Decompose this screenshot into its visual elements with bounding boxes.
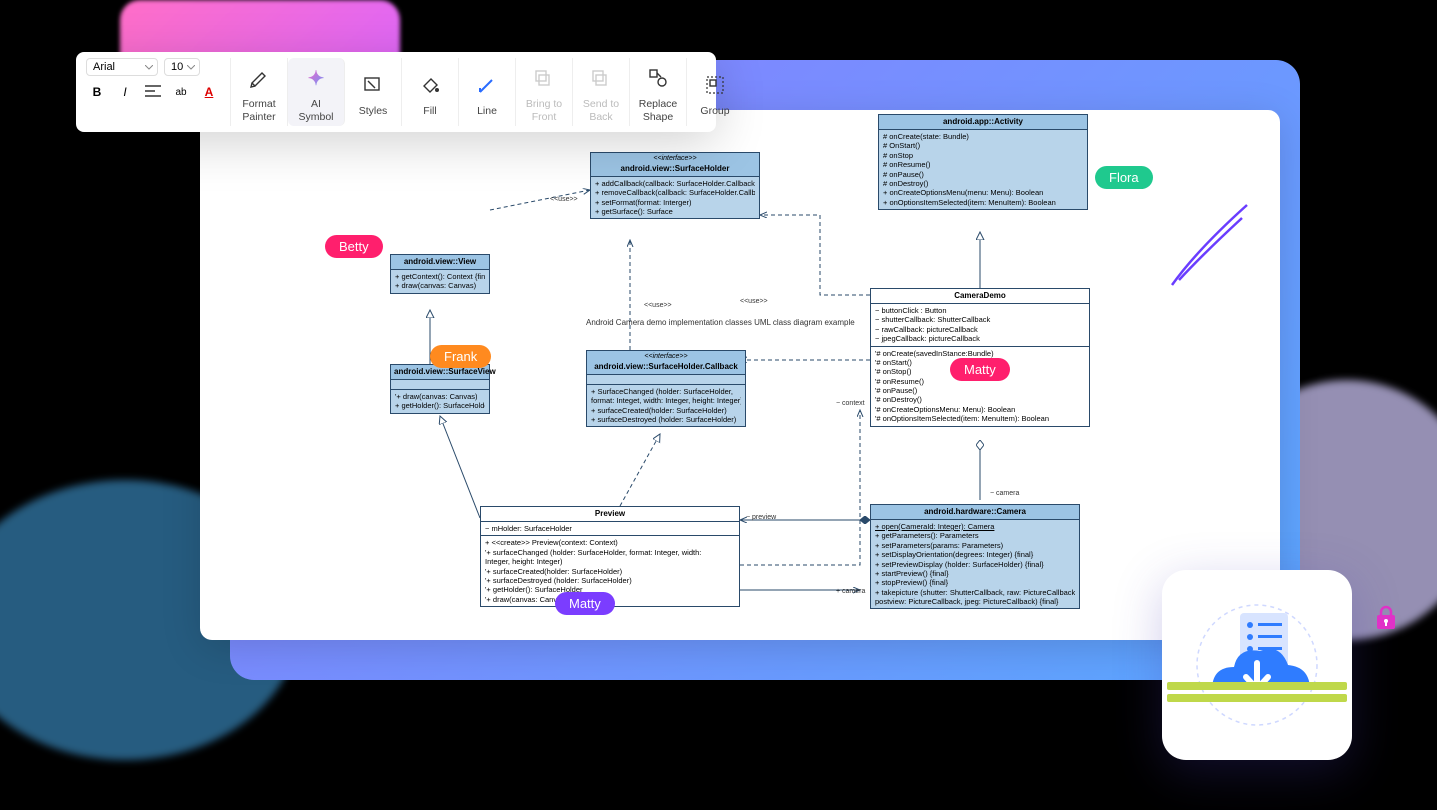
green-lines-decoration	[1167, 682, 1347, 702]
font-size-select[interactable]: 10	[164, 58, 200, 76]
strikethrough-button[interactable]: ab	[170, 82, 192, 102]
title: android.hardware::Camera	[874, 507, 1076, 517]
uml-preview[interactable]: Preview − mHolder: SurfaceHolder + <<cre…	[480, 506, 740, 607]
replace-icon	[647, 67, 669, 89]
title: android.view::SurfaceHolder.Callback	[590, 362, 742, 372]
bring-to-front-button[interactable]: Bring to Front	[516, 58, 573, 126]
sparkle-icon: ✦	[308, 66, 325, 91]
bold-button[interactable]: B	[86, 82, 108, 102]
format-painter-button[interactable]: Format Painter	[231, 58, 288, 126]
replace-shape-button[interactable]: Replace Shape	[630, 58, 687, 126]
uml-view[interactable]: android.view::View + getContext(): Conte…	[390, 254, 490, 294]
uml-activity[interactable]: android.app::Activity # onCreate(state: …	[878, 114, 1088, 210]
title: Preview	[484, 509, 736, 519]
uml-callback[interactable]: <<interface>> android.view::SurfaceHolde…	[586, 350, 746, 427]
uml-surfaceholder[interactable]: <<interface>> android.view::SurfaceHolde…	[590, 152, 760, 219]
styles-button[interactable]: Styles	[345, 58, 402, 126]
toolbar: Arial 10 B I ab A Format Painter ✦ AI Sy…	[76, 52, 716, 132]
font-color-button[interactable]: A	[198, 82, 220, 102]
swoosh-decoration	[1167, 200, 1257, 290]
bucket-icon	[419, 74, 441, 96]
preview-label: − preview	[746, 514, 776, 521]
styles-icon	[362, 74, 384, 96]
title: CameraDemo	[874, 291, 1086, 301]
lock-icon	[1375, 605, 1397, 631]
download-illustration	[1182, 595, 1332, 735]
context-label: − context	[836, 400, 865, 407]
diagram-caption: Android Camera demo implementation class…	[586, 318, 855, 327]
line-button[interactable]: Line	[459, 58, 516, 126]
align-icon	[142, 81, 164, 103]
camera-label: − camera	[990, 490, 1019, 497]
align-button[interactable]	[142, 82, 164, 102]
italic-button[interactable]: I	[114, 82, 136, 102]
cursor-matty-2: Matty	[555, 592, 615, 615]
cursor-betty: Betty	[325, 235, 383, 258]
use-label-2: <<use>>	[644, 302, 672, 309]
font-family-select[interactable]: Arial	[86, 58, 158, 76]
ai-symbol-button[interactable]: ✦ AI Symbol	[288, 58, 345, 126]
cursor-matty-1: Matty	[950, 358, 1010, 381]
font-group: Arial 10 B I ab A	[86, 58, 231, 126]
pen-icon	[476, 74, 498, 96]
title: android.view::SurfaceHolder	[594, 164, 756, 174]
title: android.view::View	[394, 257, 486, 267]
title: android.view::SurfaceView	[394, 367, 486, 377]
brush-icon	[248, 67, 270, 89]
group-icon	[704, 74, 726, 96]
use-label-3: <<use>>	[740, 298, 768, 305]
uml-camera[interactable]: android.hardware::Camera + open(CameraId…	[870, 504, 1080, 609]
uml-surfaceview[interactable]: android.view::SurfaceView '+ draw(canvas…	[390, 364, 490, 414]
send-to-back-button[interactable]: Send to Back	[573, 58, 630, 126]
title: android.app::Activity	[882, 117, 1084, 127]
send-back-icon	[590, 67, 612, 89]
diagram-canvas[interactable]: <<interface>> android.view::SurfaceHolde…	[200, 110, 1280, 640]
use-label-1: <<use>>	[550, 196, 578, 203]
fill-button[interactable]: Fill	[402, 58, 459, 126]
bring-front-icon	[533, 67, 555, 89]
stereo: <<interface>>	[594, 155, 756, 164]
group-button[interactable]: Group	[687, 58, 743, 126]
download-card[interactable]	[1162, 570, 1352, 760]
cursor-frank: Frank	[430, 345, 491, 368]
cursor-flora: Flora	[1095, 166, 1153, 189]
plus-camera-label: + camera	[836, 588, 865, 595]
